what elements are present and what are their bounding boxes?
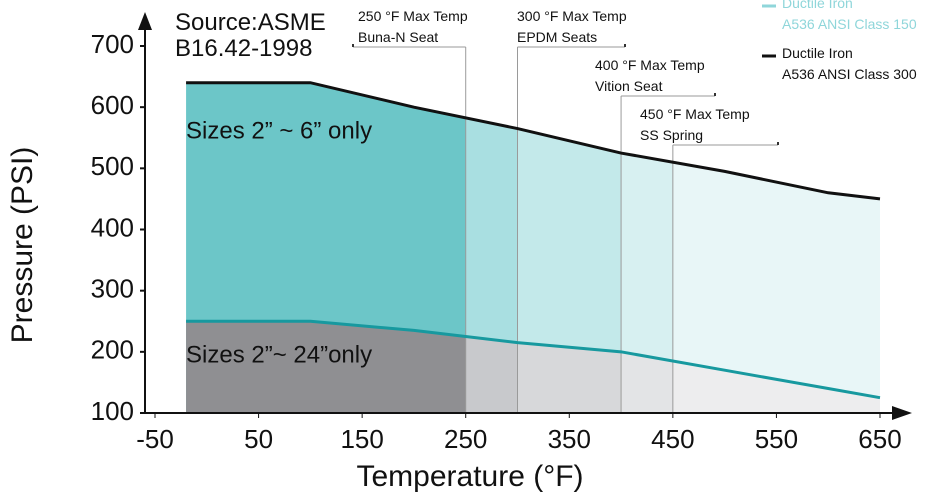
- x-axis-title: Temperature (°F): [356, 460, 583, 493]
- x-tick-label: 450: [651, 424, 694, 454]
- band-fill: [465, 336, 518, 413]
- y-tick-label: 200: [91, 335, 134, 365]
- y-axis-title: Pressure (PSI): [6, 147, 39, 344]
- y-tick-label: 400: [91, 212, 134, 242]
- y-tick-label: 600: [91, 90, 134, 120]
- annotation-tick: [714, 93, 716, 96]
- band-fill: [517, 128, 622, 413]
- x-tick-label: 150: [340, 424, 383, 454]
- x-tick-label: 550: [755, 424, 798, 454]
- annotation-label: 400 °F Max Temp Vition Seat: [595, 57, 705, 94]
- annotation-tick: [624, 44, 626, 47]
- x-tick-label: 650: [858, 424, 901, 454]
- region-label: Sizes 2” ~ 6” only: [186, 117, 372, 144]
- band-fill: [672, 361, 880, 413]
- band-fill: [621, 153, 673, 413]
- legend-label: Ductile Iron A536 ANSI Class 300: [782, 45, 917, 82]
- band-fill: [621, 351, 673, 413]
- annotation-label: 450 °F Max Temp SS Spring: [640, 106, 750, 143]
- y-tick-label: 700: [91, 29, 134, 59]
- x-tick-label: 250: [444, 424, 487, 454]
- legend-label: Ductile Iron A536 ANSI Class 150: [782, 0, 917, 32]
- annotation-tick: [352, 44, 354, 47]
- y-tick-label: 500: [91, 151, 134, 181]
- band-fill: [672, 162, 880, 413]
- series-line: [186, 81, 881, 201]
- source-note: Source:ASME B16.42-1998: [175, 9, 326, 62]
- region-label: Sizes 2”~ 24”only: [186, 341, 372, 368]
- band-fill: [517, 342, 622, 413]
- annotation-label: 300 °F Max Temp EPDM Seats: [517, 8, 627, 45]
- annotation-tick: [777, 142, 779, 145]
- band-fill: [186, 321, 466, 413]
- x-tick-label: 50: [244, 424, 273, 454]
- y-axis-arrow: [138, 12, 152, 30]
- y-tick-label: 300: [91, 274, 134, 304]
- series-line: [186, 319, 881, 400]
- x-axis-arrow: [892, 406, 912, 420]
- annotation-label: 250 °F Max Temp Buna-N Seat: [358, 8, 468, 45]
- x-tick-label: -50: [136, 424, 174, 454]
- x-tick-label: 350: [548, 424, 591, 454]
- y-tick-label: 100: [91, 396, 134, 426]
